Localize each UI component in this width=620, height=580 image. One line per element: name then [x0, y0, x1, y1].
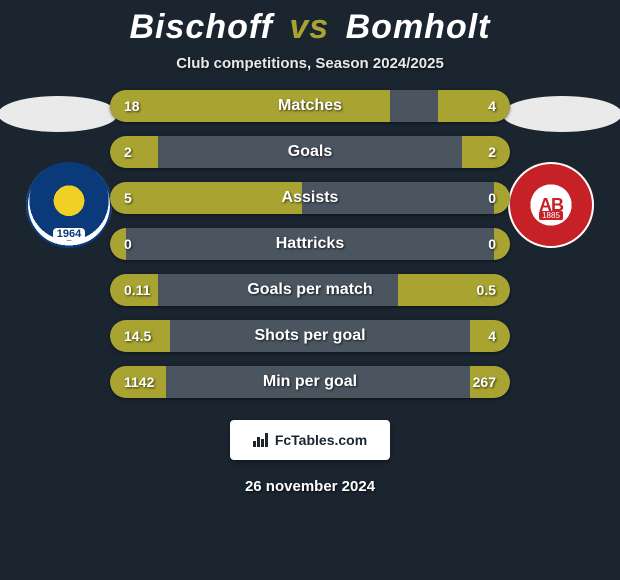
stat-bar-right [470, 366, 510, 398]
subtitle: Club competitions, Season 2024/2025 [0, 55, 620, 72]
footer-date: 26 november 2024 [0, 478, 620, 495]
stat-bar-right [494, 228, 510, 260]
left-pedestal [0, 96, 118, 132]
comparison-arena: 1964 AB 1885 Matches184 Goals22 Assists50 H… [0, 90, 620, 398]
stat-bar-left [110, 366, 166, 398]
stat-bar-right [398, 274, 510, 306]
bar-chart-icon [253, 433, 271, 447]
page-title: Bischoff vs Bomholt [0, 8, 620, 47]
stat-bar-left [110, 320, 170, 352]
stat-bar-left [110, 90, 390, 122]
stat-bar-right [470, 320, 510, 352]
player2-name: Bomholt [346, 8, 491, 46]
stat-row: Shots per goal14.54 [110, 320, 510, 352]
header: Bischoff vs Bomholt Club competitions, S… [0, 0, 620, 72]
player1-name: Bischoff [130, 8, 273, 46]
stat-row: Hattricks00 [110, 228, 510, 260]
stat-label: Shots per goal [110, 320, 510, 352]
vs-text: vs [289, 8, 329, 46]
stat-row: Goals per match0.110.5 [110, 274, 510, 306]
stat-bar-left [110, 228, 126, 260]
left-club-badge: 1964 [26, 162, 112, 248]
stat-label: Min per goal [110, 366, 510, 398]
stat-bar-right [438, 90, 510, 122]
right-badge-year: 1885 [539, 211, 563, 220]
right-pedestal [502, 96, 620, 132]
stat-bar-right [462, 136, 510, 168]
stat-row: Min per goal1142267 [110, 366, 510, 398]
stat-bar-left [110, 136, 158, 168]
stat-label: Hattricks [110, 228, 510, 260]
stat-label: Goals [110, 136, 510, 168]
stat-row: Goals22 [110, 136, 510, 168]
brand-badge: FcTables.com [230, 420, 390, 460]
right-club-badge: AB 1885 [508, 162, 594, 248]
stat-row: Assists50 [110, 182, 510, 214]
stat-bar-left [110, 182, 302, 214]
left-badge-year: 1964 [53, 228, 85, 240]
stat-row: Matches184 [110, 90, 510, 122]
brand-text: FcTables.com [275, 432, 367, 448]
stat-bars: Matches184 Goals22 Assists50 Hattricks00 Goa… [110, 90, 510, 398]
stat-bar-left [110, 274, 158, 306]
